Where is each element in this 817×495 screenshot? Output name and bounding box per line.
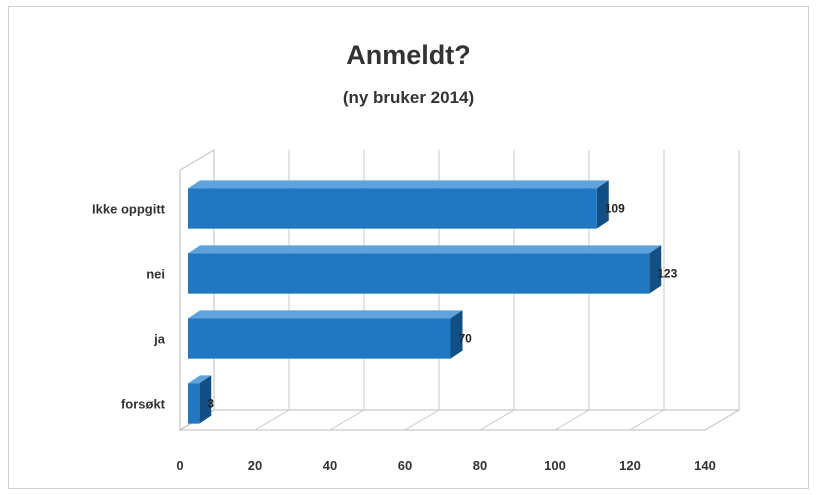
value-label: 123	[657, 267, 677, 281]
chart-title: Anmeldt?	[346, 40, 471, 70]
tick-labels: 0 20 40 60 80 100 120 140	[176, 458, 715, 473]
grid-line-floor	[629, 409, 665, 431]
category-labels: Ikke oppgitt nei ja forsøkt	[92, 202, 166, 412]
bar-end	[649, 245, 662, 294]
grid-line-floor	[479, 409, 515, 431]
bars	[188, 180, 662, 424]
tick-label: 140	[694, 458, 716, 473]
tick-label: 80	[473, 458, 487, 473]
bar	[188, 188, 597, 229]
bar-end	[596, 180, 609, 229]
bar	[188, 318, 451, 359]
floor	[178, 409, 741, 431]
tick-label: 40	[323, 458, 337, 473]
bar	[188, 383, 200, 424]
grid-line-floor	[329, 409, 365, 431]
value-label: 70	[459, 332, 473, 346]
bar-top	[188, 375, 212, 384]
category-label: Ikke oppgitt	[92, 202, 166, 217]
bar-end	[199, 375, 212, 424]
category-label: nei	[146, 267, 165, 282]
grid-line-floor	[704, 409, 740, 431]
tick-label: 60	[398, 458, 412, 473]
tick-label: 120	[619, 458, 641, 473]
tick-label: 0	[176, 458, 183, 473]
grid-line-floor	[254, 409, 290, 431]
category-label: forsøkt	[121, 397, 166, 412]
value-label: 3	[207, 397, 214, 411]
chart-subtitle: (ny bruker 2014)	[342, 88, 475, 107]
tick-label: 20	[248, 458, 262, 473]
bar-top	[188, 180, 609, 189]
grid-line-floor	[404, 409, 440, 431]
bar	[188, 253, 650, 294]
tick-label: 100	[544, 458, 566, 473]
bar-top	[188, 245, 662, 254]
bar-end	[450, 310, 463, 359]
grid-line-floor	[554, 409, 590, 431]
category-label: ja	[153, 332, 166, 347]
value-labels: 109 123 70 3	[207, 202, 677, 411]
bar-top	[188, 310, 463, 319]
value-label: 109	[605, 202, 625, 216]
